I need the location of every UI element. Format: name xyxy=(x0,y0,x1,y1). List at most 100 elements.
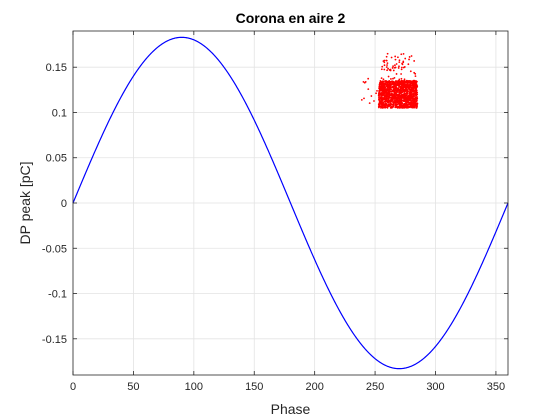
scatter-point xyxy=(407,95,410,98)
scatter-point xyxy=(400,73,403,75)
scatter-point xyxy=(392,101,395,104)
scatter-point xyxy=(397,93,400,96)
scatter-point xyxy=(394,103,397,106)
scatter-point xyxy=(380,101,383,104)
scatter-point xyxy=(403,66,406,68)
scatter-point xyxy=(409,82,412,85)
scatter-point xyxy=(384,80,386,83)
scatter-point xyxy=(399,89,402,92)
scatter-point xyxy=(382,81,384,84)
x-tick-label: 350 xyxy=(487,381,505,393)
scatter-point xyxy=(392,105,395,108)
scatter-point xyxy=(400,102,402,104)
scatter-point xyxy=(403,78,406,81)
scatter-point xyxy=(392,97,395,100)
scatter-point xyxy=(398,65,400,68)
scatter-point xyxy=(398,91,401,93)
scatter-point xyxy=(392,77,394,80)
scatter-point xyxy=(398,106,401,109)
scatter-point xyxy=(378,90,381,92)
scatter-point xyxy=(414,83,417,86)
y-tick-label: -0.05 xyxy=(42,243,67,255)
scatter-point xyxy=(400,68,403,71)
scatter-point xyxy=(392,104,395,106)
scatter-point xyxy=(382,104,385,107)
scatter-point xyxy=(382,83,385,86)
scatter-point xyxy=(380,106,383,109)
scatter-point xyxy=(360,99,363,101)
scatter-point xyxy=(404,88,407,91)
scatter-point xyxy=(408,56,411,58)
scatter-point xyxy=(391,67,394,69)
scatter-point xyxy=(386,107,389,109)
scatter-point xyxy=(404,57,407,60)
scatter-point xyxy=(373,100,375,102)
scatter-point xyxy=(409,93,412,96)
scatter-series xyxy=(360,52,419,109)
scatter-point xyxy=(393,94,395,97)
scatter-point xyxy=(414,104,417,106)
sine-line xyxy=(72,36,509,370)
scatter-point xyxy=(409,70,412,73)
scatter-point xyxy=(395,73,398,75)
scatter-point xyxy=(382,60,385,63)
scatter-point xyxy=(387,92,389,94)
scatter-point xyxy=(390,92,393,95)
scatter-point xyxy=(383,68,386,71)
x-tick-label: 50 xyxy=(127,381,139,393)
chart-title: Corona en aire 2 xyxy=(236,10,346,26)
scatter-point xyxy=(410,105,413,108)
y-tick-label: -0.15 xyxy=(42,334,67,346)
scatter-point xyxy=(379,85,381,87)
x-tick-label: 200 xyxy=(305,381,323,393)
scatter-point xyxy=(383,100,386,103)
scatter-point xyxy=(412,102,415,105)
ticks xyxy=(72,31,508,375)
scatter-point xyxy=(398,84,401,86)
scatter-point xyxy=(405,83,408,86)
scatter-point xyxy=(380,80,383,83)
scatter-point xyxy=(362,80,365,83)
scatter-point xyxy=(410,55,413,57)
x-tick-label: 250 xyxy=(366,381,384,393)
x-axis-title: Phase xyxy=(271,401,311,417)
scatter-point xyxy=(387,83,390,86)
scatter-point xyxy=(406,92,409,95)
scatter-point xyxy=(385,66,388,68)
scatter-point xyxy=(397,87,400,89)
scatter-point xyxy=(396,87,398,90)
y-tick-label: 0.1 xyxy=(52,107,67,119)
scatter-point xyxy=(415,86,418,89)
scatter-point xyxy=(411,99,414,102)
scatter-point xyxy=(390,83,393,86)
scatter-point xyxy=(388,93,391,95)
scatter-point xyxy=(401,99,404,102)
tick-labels: 0 50 100 150 200 250 300 350 -0.15 -0.1 -0.05 0 0.05… xyxy=(42,62,505,393)
scatter-point xyxy=(414,81,417,84)
scatter-point xyxy=(408,91,411,94)
scatter-point xyxy=(412,92,415,95)
scatter-point xyxy=(394,64,396,67)
scatter-point xyxy=(399,82,402,85)
scatter-point xyxy=(377,105,380,108)
scatter-point xyxy=(388,99,391,102)
scatter-point xyxy=(392,69,395,72)
scatter-point xyxy=(386,52,389,55)
scatter-point xyxy=(384,86,387,89)
scatter-point xyxy=(391,99,394,102)
scatter-point xyxy=(385,89,388,92)
scatter-point xyxy=(408,103,410,106)
scatter-point xyxy=(380,98,383,101)
scatter-point xyxy=(412,79,415,82)
scatter-point xyxy=(387,93,389,96)
scatter-point xyxy=(400,77,403,80)
scatter-point xyxy=(367,77,370,80)
scatter-point xyxy=(413,60,416,62)
scatter-point xyxy=(397,83,399,85)
scatter-point xyxy=(383,61,386,64)
scatter-point xyxy=(381,91,383,94)
scatter-point xyxy=(411,92,413,95)
scatter-point xyxy=(394,83,397,86)
scatter-point xyxy=(382,90,385,92)
